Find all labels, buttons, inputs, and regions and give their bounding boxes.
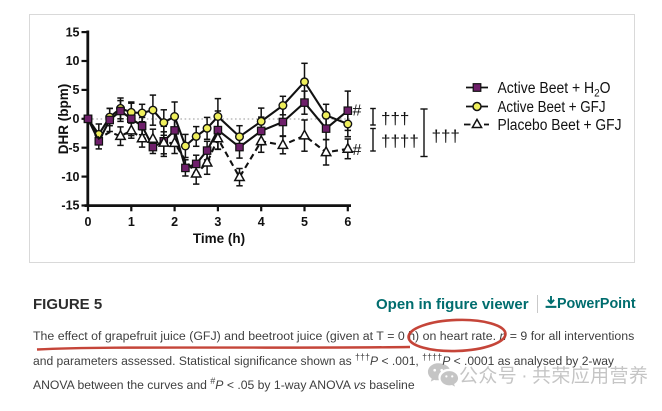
svg-text:3: 3 (214, 215, 221, 229)
svg-text:Placebo Beet + GFJ: Placebo Beet + GFJ (498, 117, 622, 134)
svg-text:-15: -15 (61, 199, 79, 213)
svg-text:DHR (bpm): DHR (bpm) (56, 84, 71, 155)
svg-text:#: # (353, 103, 362, 120)
svg-text:†††: ††† (432, 127, 460, 146)
svg-text:#: # (353, 142, 362, 159)
svg-text:Active Beet + GFJ: Active Beet + GFJ (498, 99, 606, 116)
svg-text:6: 6 (344, 215, 351, 229)
svg-text:15: 15 (66, 25, 80, 39)
svg-text:10: 10 (66, 54, 80, 68)
svg-text:1: 1 (128, 215, 135, 229)
svg-text:4: 4 (258, 215, 265, 229)
svg-text:5: 5 (73, 83, 80, 97)
svg-text:††††: †††† (381, 132, 419, 151)
svg-text:†††: ††† (381, 109, 409, 128)
svg-text:5: 5 (301, 215, 308, 229)
svg-text:Active Beet + H2O: Active Beet + H2O (498, 80, 611, 100)
svg-text:2: 2 (171, 215, 178, 229)
svg-text:0: 0 (85, 215, 92, 229)
svg-text:Time (h): Time (h) (193, 231, 245, 246)
svg-text:0: 0 (73, 112, 80, 126)
svg-text:-5: -5 (68, 141, 79, 155)
svg-text:-10: -10 (61, 170, 79, 184)
